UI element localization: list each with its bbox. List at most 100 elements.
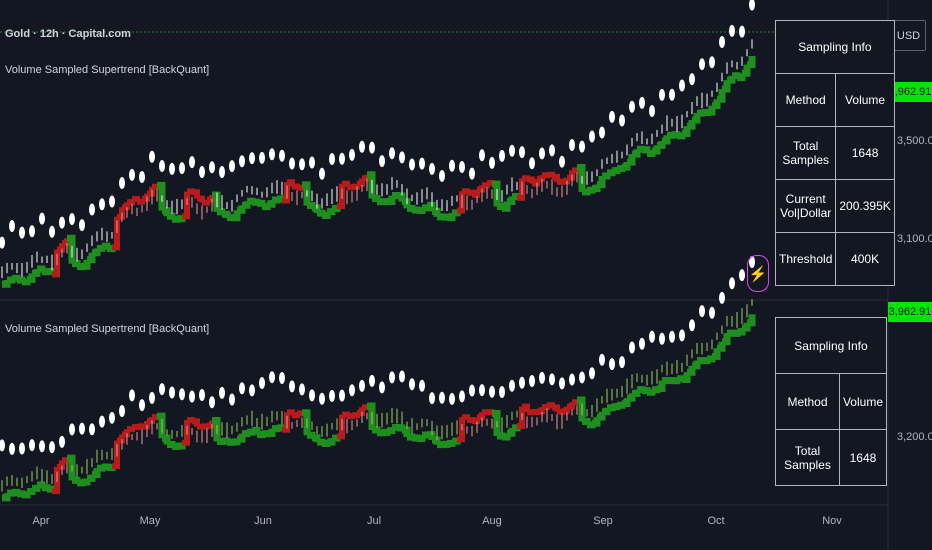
supertrend-band-bottom [417,435,426,443]
sample-dot-bottom [729,277,735,290]
supertrend-band-bottom [257,431,266,439]
supertrend-band-bottom [442,440,451,448]
sample-dot-top [419,157,425,170]
table-cell: Threshold [774,232,837,286]
supertrend-band-top [322,211,331,219]
supertrend-band-top [202,199,210,206]
month-label: Nov [822,515,842,527]
sample-dot-top [139,170,145,183]
sample-dot-bottom [29,439,35,452]
supertrend-band-bottom [542,404,550,411]
sample-dot-top [619,114,625,127]
supertrend-band-top [577,163,586,192]
symbol-title[interactable]: Gold · 12h · Capital.com [5,28,131,40]
supertrend-band-bottom [732,329,741,337]
supertrend-band-bottom [337,414,345,440]
sample-dot-top [99,198,105,211]
supertrend-band-top [242,201,251,209]
indicator-label-bottom[interactable]: Volume Sampled Supertrend [BackQuant] [5,323,210,335]
price-tick: 3,200.00 [897,431,932,443]
supertrend-band-bottom [62,457,70,464]
supertrend-band-top [327,208,336,216]
supertrend-band-top [82,259,91,270]
sample-dot-top [129,168,135,181]
sample-dot-top [399,151,405,164]
supertrend-band-bottom [512,424,521,432]
sample-dot-top [69,212,75,225]
sample-dot-bottom [79,422,85,435]
supertrend-band-top [12,274,21,282]
supertrend-band-top [392,191,401,199]
supertrend-band-bottom [2,493,11,502]
supertrend-band-top [552,173,560,182]
supertrend-band-top [387,195,396,205]
supertrend-band-top [707,105,716,116]
supertrend-band-top [317,209,326,217]
supertrend-band-top [682,126,691,137]
supertrend-band-top [307,201,316,209]
supertrend-band-bottom [357,407,365,416]
supertrend-band-bottom [42,484,51,492]
supertrend-band-top [22,278,31,286]
supertrend-band-bottom [452,437,461,445]
sample-dot-bottom [469,384,475,397]
sample-dot-bottom [739,269,745,282]
supertrend-band-top [87,252,96,264]
supertrend-band-bottom [242,430,251,438]
supertrend-band-top [397,192,406,202]
lightning-icon[interactable]: ⚡ [747,255,769,292]
supertrend-band-top [477,185,485,193]
sample-dot-bottom [209,396,215,409]
indicator-label-top[interactable]: Volume Sampled Supertrend [BackQuant] [5,64,210,76]
supertrend-band-top [167,212,176,220]
supertrend-band-bottom [537,407,545,415]
supertrend-band-bottom [532,408,540,415]
currency-button[interactable]: USD [891,20,926,51]
supertrend-band-top [742,64,751,77]
supertrend-band-bottom [427,431,436,441]
supertrend-band-top [172,215,181,223]
sample-dot-top [669,88,675,101]
sample-dot-bottom [39,440,45,453]
sample-dot-top [679,79,685,92]
supertrend-band-top [47,267,56,275]
supertrend-band-bottom [702,357,711,365]
sample-dot-bottom [589,367,595,380]
supertrend-band-bottom [212,416,221,442]
supertrend-band-top [597,175,606,189]
sample-dot-bottom [579,371,585,384]
sample-dot-top [169,162,175,175]
supertrend-band-bottom [612,403,621,411]
sample-dot-top [559,155,565,168]
sample-dot-bottom [419,379,425,392]
sample-dot-bottom [159,383,165,396]
sample-dot-bottom [19,442,25,455]
supertrend-band-bottom [297,410,305,417]
supertrend-band-top [687,120,696,130]
supertrend-band-bottom [407,433,416,441]
sample-dot-top [749,0,755,11]
supertrend-band-bottom [47,485,56,493]
supertrend-band-top [717,88,726,103]
supertrend-band-bottom [587,421,596,429]
sampling-info-table-bottom: Sampling Info Method Volume Total Samples… [775,317,888,486]
supertrend-band-bottom [582,418,591,426]
sample-dot-top [509,144,515,157]
month-label: Aug [482,515,502,527]
supertrend-band-top [117,207,125,220]
supertrend-band-bottom [57,460,65,470]
sample-dot-top [579,140,585,153]
supertrend-band-top [217,208,226,216]
supertrend-band-top [272,196,281,204]
sample-dot-bottom [189,390,195,403]
supertrend-band-top [622,161,631,171]
sample-dot-top [529,157,535,170]
supertrend-band-bottom [152,414,160,421]
supertrend-band-top [372,195,381,203]
supertrend-band-top [352,183,360,190]
supertrend-band-bottom [317,438,326,446]
sample-dot-bottom [429,392,435,405]
supertrend-band-top [547,171,555,178]
supertrend-band-bottom [22,491,31,499]
